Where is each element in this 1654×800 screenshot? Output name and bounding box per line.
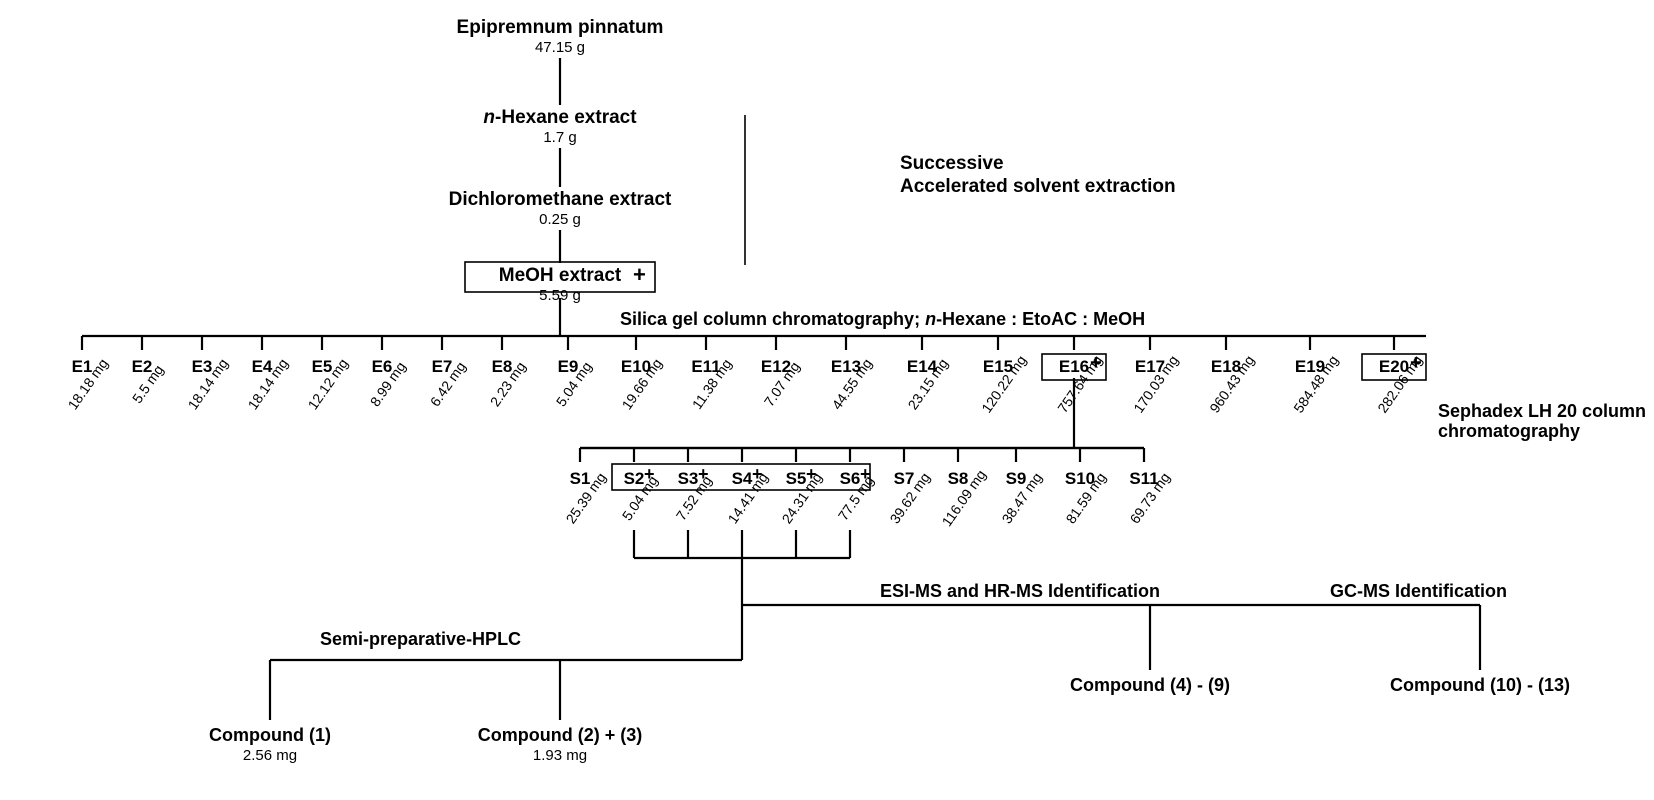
node-root-title: Epipremnum pinnatum [360, 18, 760, 39]
node-dcm-title: Dichloromethane extract [360, 190, 760, 211]
node-root-sub: 47.15 g [360, 40, 760, 57]
compound-c4-9: Compound (4) - (9) [1000, 676, 1300, 696]
mass-E3: 18.14 mg [173, 339, 243, 430]
compound-c1: Compound (1) [140, 726, 400, 746]
mass-E8: 2.23 mg [473, 339, 543, 430]
node-hex-sub: 1.7 g [360, 130, 760, 147]
mass-S9: 38.47 mg [987, 453, 1057, 544]
sephadex-label: Sephadex LH 20 column chromatography [1438, 402, 1654, 442]
mass-E10: 19.66 mg [607, 339, 677, 430]
silica-label: Silica gel column chromatography; n-Hexa… [620, 310, 1145, 330]
compound-c23-sub: 1.93 mg [430, 748, 690, 765]
mass-E13: 44.55 mg [817, 339, 887, 430]
mass-E11: 11.38 mg [677, 339, 747, 430]
plus-E16: + [1090, 352, 1102, 375]
node-meoh-title: MeOH extract [360, 266, 760, 287]
gc-label: GC-MS Identification [1330, 582, 1507, 602]
mass-E7: 6.42 mg [413, 339, 483, 430]
mass-E16: 757.64 mg [1045, 339, 1115, 430]
mass-S10: 81.59 mg [1051, 453, 1121, 544]
mass-E15: 120.22 mg [969, 339, 1039, 430]
mass-E4: 18.14 mg [233, 339, 303, 430]
esi-label: ESI-MS and HR-MS Identification [880, 582, 1160, 602]
mass-E17: 170.03 mg [1121, 339, 1191, 430]
compound-c23: Compound (2) + (3) [430, 726, 690, 746]
mass-E20: 282.06 mg [1365, 339, 1435, 430]
mass-E19: 584.48 mg [1281, 339, 1351, 430]
node-hex-title: n-Hexane extract [360, 108, 760, 129]
mass-E6: 8.99 mg [353, 339, 423, 430]
mass-E12: 7.07 mg [747, 339, 817, 430]
node-meoh-plus: + [633, 262, 646, 288]
mass-E14: 23.15 mg [893, 339, 963, 430]
compound-c10-13: Compound (10) - (13) [1330, 676, 1630, 696]
node-dcm-sub: 0.25 g [360, 212, 760, 229]
side-label: SuccessiveAccelerated solvent extraction [900, 153, 1260, 199]
mass-S11: 69.73 mg [1115, 453, 1185, 544]
node-meoh-sub: 5.59 g [360, 288, 760, 305]
compound-c1-sub: 2.56 mg [140, 748, 400, 765]
hplc-label: Semi-preparative-HPLC [320, 630, 521, 650]
mass-E9: 5.04 mg [539, 339, 609, 430]
mass-E2: 5.5 mg [113, 339, 183, 430]
mass-E1: 18.18 mg [53, 339, 123, 430]
mass-E5: 12.12 mg [293, 339, 363, 430]
mass-E18: 960.43 mg [1197, 339, 1267, 430]
plus-E20: + [1410, 352, 1422, 375]
